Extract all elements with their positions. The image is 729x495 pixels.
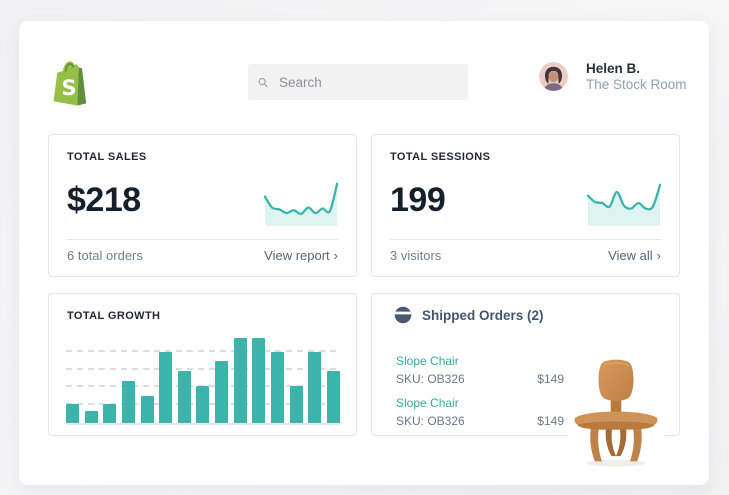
search-bar [248,64,468,100]
growth-bar [326,371,340,423]
gridline [66,385,340,388]
growth-bar [103,404,117,423]
divider [390,239,661,240]
growth-bar [84,411,98,423]
total-sales-value: $218 [67,181,141,219]
order-list-item[interactable]: Slope Chair SKU: OB326 $149 [396,396,564,428]
growth-bar [233,338,247,423]
total-sales-title: TOTAL SALES [67,151,147,163]
shipped-orders-title: Shipped Orders (2) [422,307,544,323]
total-growth-title: TOTAL GROWTH [67,310,161,322]
gridline [66,368,340,371]
user-menu[interactable]: Helen B. The Stock Room [539,61,687,92]
svg-text:S: S [62,76,77,100]
shipped-box-icon [394,306,412,324]
dashboard-panel: S Helen B. The Stock Room [19,21,709,485]
x-axis-line [66,423,340,425]
growth-bar [177,371,191,423]
growth-bar [271,352,285,423]
order-product-name: Slope Chair [396,354,459,368]
growth-bar-chart [66,338,340,425]
total-sessions-value: 199 [390,181,446,219]
total-sessions-title: TOTAL SESSIONS [390,151,491,163]
growth-bar [140,395,154,423]
sessions-sparkline-chart [586,183,662,226]
growth-bar [252,338,266,423]
product-photo-chair [568,333,664,473]
growth-bar [66,404,79,423]
user-name: Helen B. [586,61,641,76]
order-price: $149 [537,372,564,386]
order-sku: SKU: OB326 [396,414,465,428]
user-store: The Stock Room [586,77,687,92]
visitors-count-label: 3 visitors [390,248,442,263]
shopify-logo[interactable]: S [49,58,96,106]
view-all-link[interactable]: View all › [608,248,661,263]
chevron-right-icon: › [333,248,338,263]
growth-bar [196,386,210,423]
sales-sparkline-chart [263,182,339,226]
search-icon [258,77,268,87]
growth-bar [121,380,135,423]
growth-bar [215,360,229,423]
divider [67,239,338,240]
search-input[interactable] [277,73,458,91]
total-growth-card: TOTAL GROWTH [48,293,357,436]
orders-count-label: 6 total orders [67,248,143,263]
avatar[interactable] [539,62,568,91]
total-sessions-card: TOTAL SESSIONS 199 3 visitors View all › [371,134,680,277]
order-product-name: Slope Chair [396,396,459,410]
gridline [66,350,340,353]
growth-bar [289,386,303,423]
view-report-link[interactable]: View report › [264,248,338,263]
growth-bar [308,352,322,423]
order-price: $149 [537,414,564,428]
chevron-right-icon: › [656,248,661,263]
total-sales-card: TOTAL SALES $218 6 total orders View rep… [48,134,357,277]
growth-bar [159,352,173,423]
order-sku: SKU: OB326 [396,372,465,386]
order-list-item[interactable]: Slope Chair SKU: OB326 $149 [396,354,564,386]
